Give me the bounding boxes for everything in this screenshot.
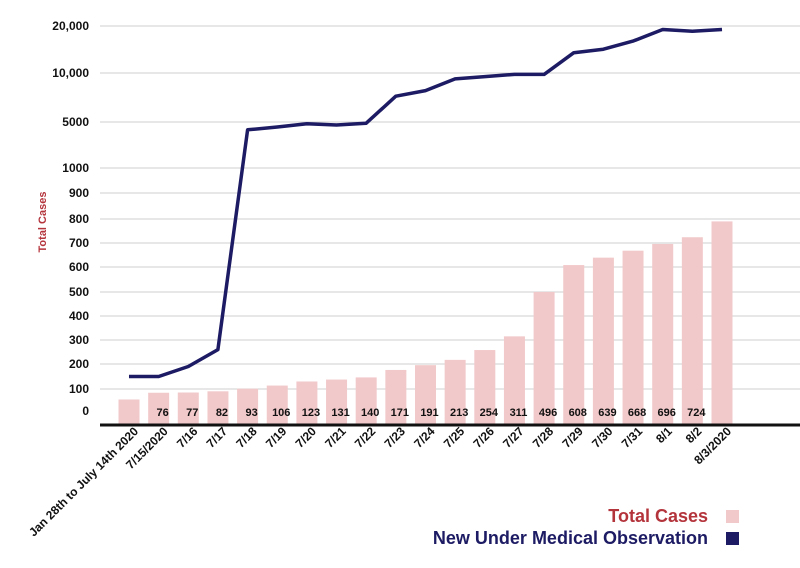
legend: Total Cases New Under Medical Observatio… [433,506,739,548]
bar-data-label: 639 [598,407,616,419]
y-tick-label: 400 [69,309,89,323]
y-tick-label: 10,000 [52,66,89,80]
x-tick-label: 7/31 [619,424,646,451]
bar [444,359,466,425]
bar [148,392,170,425]
bar-data-label: 131 [331,407,349,419]
bar-data-label: 123 [302,407,320,419]
bar [592,257,614,425]
bar [681,237,703,425]
bar [296,381,318,425]
x-tick-label: 8/1 [653,424,675,446]
y-tick-label: 0 [82,404,89,418]
legend-label-total-cases: Total Cases [608,506,708,526]
y-tick-label: 700 [69,236,89,250]
bar-data-label: 724 [687,407,706,419]
bar [118,399,140,425]
y-tick-label: 1000 [62,161,89,175]
x-tick-label: 7/19 [263,424,290,451]
bar-data-label: 496 [539,407,557,419]
x-tick-label: 7/29 [559,424,586,451]
y-tick-label: 900 [69,186,89,200]
grid-lines [100,25,800,390]
y-tick-label: 500 [69,285,89,299]
bar [533,291,555,425]
bar-data-label: 106 [272,407,290,419]
bar-data-label: 82 [216,407,228,419]
x-tick-label: 7/23 [382,424,409,451]
x-tick-label: 7/20 [293,424,320,451]
x-tick-label: 7/30 [589,424,616,451]
x-tick-label: 8/2 [683,424,705,446]
bar-data-label: 140 [361,407,379,419]
y-axis-label: Total Cases [37,192,49,253]
x-tick-label: 7/21 [322,424,349,451]
x-tick-label: 7/16 [174,424,201,451]
bar [177,392,199,425]
bar-data-label: 76 [157,407,169,419]
x-tick-label: 7/24 [411,424,438,451]
bar-data-label: 171 [391,407,409,419]
y-tick-label: 600 [69,260,89,274]
bar-data-label: 77 [186,407,198,419]
bar [652,243,674,425]
bar [622,250,644,425]
bar [563,265,585,425]
bar-data-label: 191 [420,407,438,419]
bar-data-label: 213 [450,407,468,419]
bar-data-label: 696 [658,407,676,419]
y-axis-tick-labels: 0 100 200 300 400 500 600 700 800 900 1000 5000 10,0… [52,19,89,418]
x-tick-label: 7/26 [471,424,498,451]
x-tick-label: 7/17 [204,424,231,451]
bar [326,379,348,425]
y-tick-label: 5000 [62,115,89,129]
bar [711,221,733,425]
bar [474,350,496,425]
bar-series-total-cases [118,221,733,425]
x-tick-label: Jan 28th to July 14th 2020 [26,424,141,539]
bar-data-label: 311 [510,407,528,419]
bar-data-label: 254 [480,407,499,419]
legend-label-medical-observation: New Under Medical Observation [433,528,708,548]
bar [207,391,229,425]
x-tick-label: 7/25 [441,424,468,451]
x-tick-label: 7/27 [500,424,527,451]
bar [385,369,407,425]
x-tick-label: 7/22 [352,424,379,451]
line-series-medical-observation [128,27,723,379]
bar-data-label: 93 [245,407,257,419]
y-tick-label: 100 [69,382,89,396]
x-tick-label: 7/28 [530,424,557,451]
bar [237,388,259,425]
bar [266,385,288,425]
y-tick-label: 300 [69,333,89,347]
x-tick-label: 7/18 [233,424,260,451]
y-tick-label: 20,000 [52,19,89,33]
bar [503,336,525,425]
legend-swatch-total-cases [726,510,739,523]
y-tick-label: 800 [69,212,89,226]
bar-data-label: 608 [569,407,587,419]
bar [355,377,377,425]
bar [415,365,436,425]
bar-data-label: 668 [628,407,646,419]
bar-data-labels: 76 77 82 93 106 123 131 140 171 191 213 254 311 496 60… [157,407,707,419]
y-tick-label: 200 [69,357,89,371]
legend-swatch-medical-observation [726,532,739,545]
